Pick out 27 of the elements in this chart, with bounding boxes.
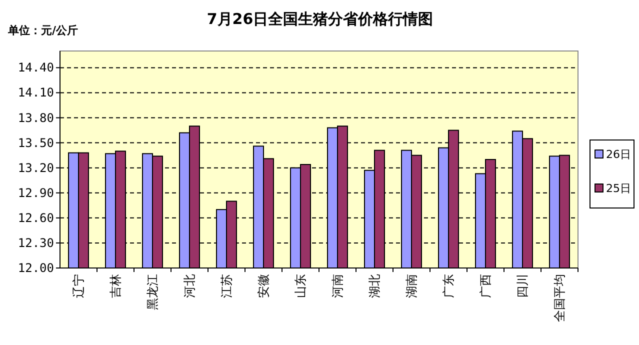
x-tick-label: 广东 bbox=[442, 274, 456, 298]
legend-label: 26日 bbox=[606, 148, 631, 161]
x-tick-label: 全国平均 bbox=[552, 274, 566, 322]
x-tick-label: 广西 bbox=[478, 274, 492, 298]
x-tick-label: 湖南 bbox=[404, 274, 418, 298]
y-tick-label: 12.90 bbox=[18, 186, 54, 200]
y-tick-label: 13.80 bbox=[18, 110, 54, 125]
x-tick-label: 河南 bbox=[330, 274, 344, 298]
y-tick-label: 12.00 bbox=[18, 261, 54, 275]
legend-label: 25日 bbox=[606, 182, 631, 195]
x-tick-label: 安徽 bbox=[256, 274, 270, 298]
y-tick-label: 12.60 bbox=[18, 210, 54, 225]
y-tick-label: 13.50 bbox=[18, 136, 54, 150]
x-tick-label: 河北 bbox=[182, 274, 196, 298]
y-tick-label: 14.10 bbox=[18, 86, 54, 100]
x-tick-label: 湖北 bbox=[368, 274, 382, 298]
x-tick-label: 辽宁 bbox=[72, 274, 86, 298]
x-tick-label: 吉林 bbox=[108, 274, 122, 298]
y-tick-label: 12.30 bbox=[18, 236, 54, 250]
y-axis-title: 单位：元/公斤 bbox=[7, 24, 78, 37]
x-tick-label: 江苏 bbox=[220, 274, 234, 298]
x-tick-label: 山东 bbox=[294, 274, 308, 298]
y-tick-label: 14.40 bbox=[18, 60, 54, 75]
x-tick-label: 四川 bbox=[516, 274, 530, 298]
x-tick-label: 黑龙江 bbox=[146, 274, 160, 310]
y-tick-label: 13.20 bbox=[18, 160, 54, 175]
chart-title: 7月26日全国生猪分省价格行情图 bbox=[206, 10, 434, 28]
